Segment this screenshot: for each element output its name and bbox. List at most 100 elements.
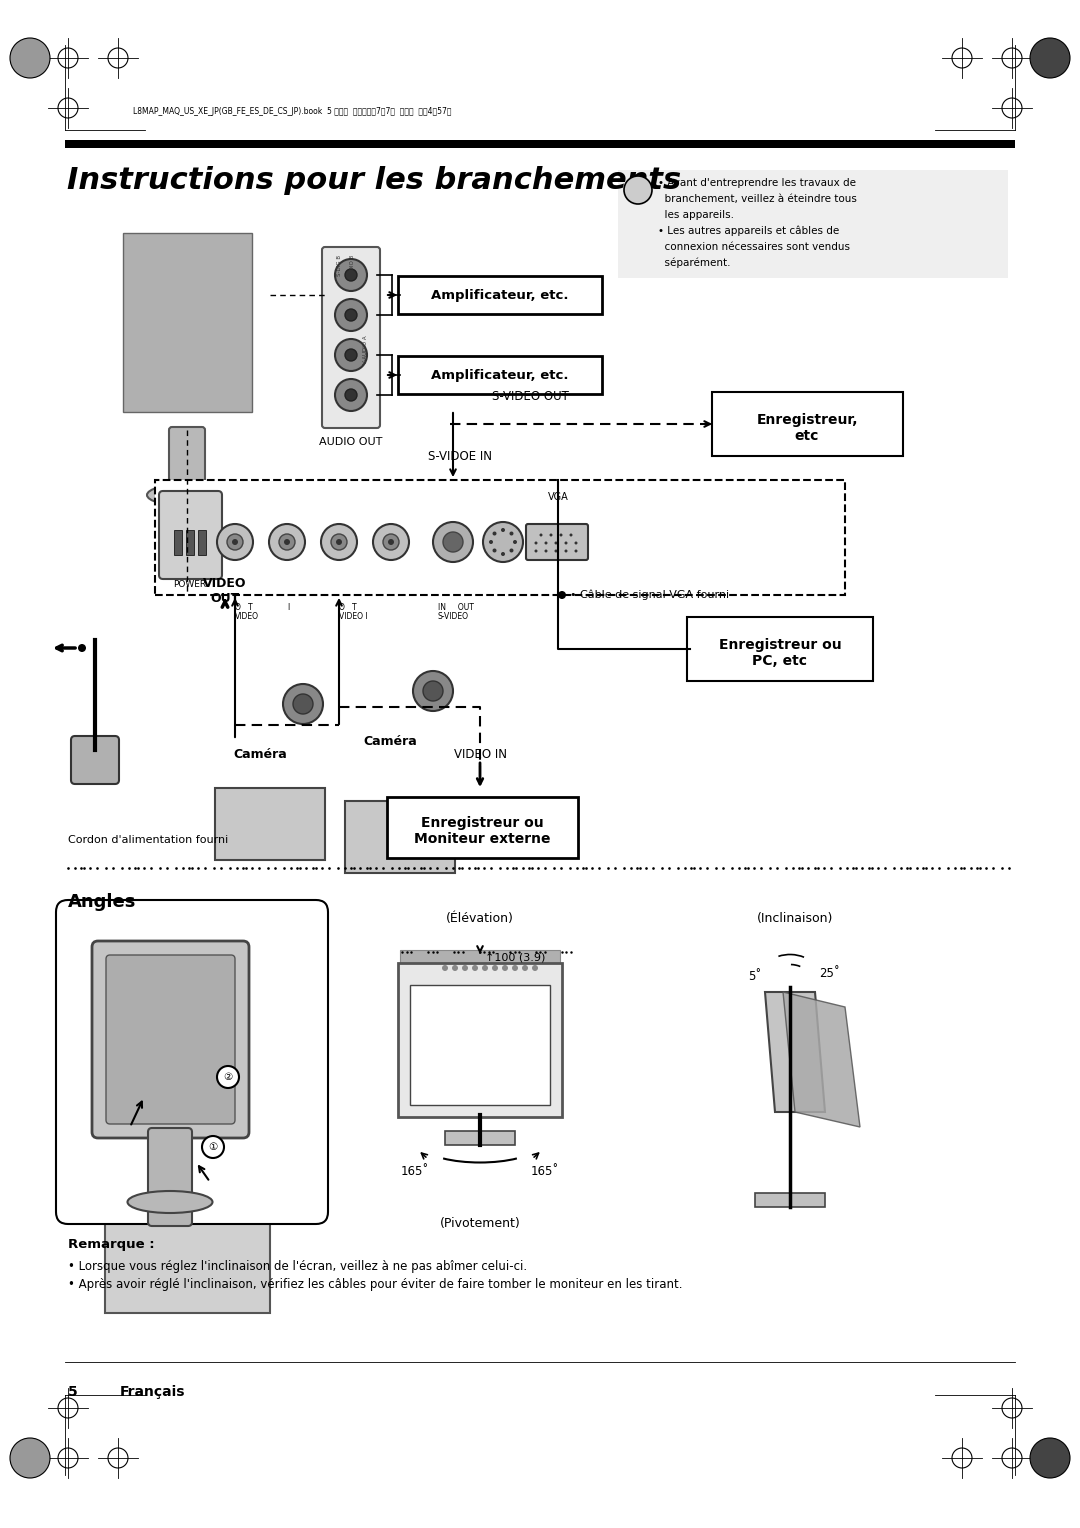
Circle shape [202,1135,224,1158]
Circle shape [373,524,409,559]
Text: Cordon d'alimentation fourni: Cordon d'alimentation fourni [68,834,228,845]
Circle shape [284,539,291,545]
Text: Remarque :: Remarque : [68,1238,154,1251]
Circle shape [10,38,50,78]
Bar [400,950,561,966]
Circle shape [330,533,347,550]
Circle shape [510,549,513,553]
Text: S-VIDEO OUT: S-VIDEO OUT [491,390,568,403]
Circle shape [293,694,313,714]
Text: ↑100 (3.9): ↑100 (3.9) [485,953,545,963]
Text: Caméra: Caméra [233,749,287,761]
Circle shape [522,966,528,970]
Text: AUDIO OUT: AUDIO OUT [320,437,382,448]
Circle shape [550,533,553,536]
Circle shape [544,550,548,553]
Circle shape [513,539,517,544]
Text: ②: ② [224,1073,232,1082]
Circle shape [442,966,448,970]
FancyBboxPatch shape [168,426,205,487]
Bar [174,530,183,555]
FancyBboxPatch shape [156,480,845,594]
Circle shape [492,549,497,553]
Text: VIDEO
OUT: VIDEO OUT [203,578,246,605]
Text: séparément.: séparément. [658,258,730,269]
Circle shape [501,552,505,556]
Circle shape [559,533,563,536]
Circle shape [232,539,238,545]
Circle shape [482,966,488,970]
Text: Enregistreur ou
PC, etc: Enregistreur ou PC, etc [718,637,841,668]
Circle shape [535,541,538,544]
Circle shape [413,671,453,711]
Circle shape [565,541,567,544]
Text: O   T: O T [235,604,253,613]
Circle shape [336,539,342,545]
FancyBboxPatch shape [56,900,328,1224]
Circle shape [383,533,399,550]
Circle shape [78,643,86,652]
FancyBboxPatch shape [399,963,562,1117]
Circle shape [279,533,295,550]
Circle shape [283,685,323,724]
Text: V-AUDIO A: V-AUDIO A [363,335,368,364]
Polygon shape [345,801,455,872]
Text: ①: ① [208,1141,218,1152]
FancyBboxPatch shape [387,798,578,859]
Circle shape [217,1067,239,1088]
Circle shape [554,541,557,544]
Circle shape [335,299,367,332]
Text: • Avant d'entreprendre les travaux de: • Avant d'entreprendre les travaux de [658,177,856,188]
Ellipse shape [127,1190,213,1213]
Circle shape [544,541,548,544]
Circle shape [335,379,367,411]
Text: 25˚: 25˚ [820,967,840,979]
Text: VGA: VGA [548,492,568,503]
Text: I: I [287,604,289,613]
Text: • Après avoir réglé l'inclinaison, vérifiez les câbles pour éviter de faire tomb: • Après avoir réglé l'inclinaison, vérif… [68,1277,683,1291]
Text: branchement, veillez à éteindre tous: branchement, veillez à éteindre tous [658,194,856,205]
Polygon shape [783,992,860,1128]
Circle shape [501,529,505,532]
Circle shape [575,541,578,544]
Circle shape [443,532,463,552]
Text: Amplificateur, etc.: Amplificateur, etc. [431,368,569,382]
Circle shape [453,966,458,970]
FancyBboxPatch shape [399,277,602,313]
Text: (Pivotement): (Pivotement) [440,1216,521,1230]
Circle shape [624,176,652,205]
Text: IN     OUT: IN OUT [438,604,474,613]
Circle shape [565,550,567,553]
FancyBboxPatch shape [399,356,602,394]
Polygon shape [765,992,825,1112]
Bar [186,530,194,555]
Bar [618,170,1008,278]
Bar [123,232,252,413]
Circle shape [345,309,357,321]
Text: 5: 5 [68,1384,78,1400]
Text: 165˚: 165˚ [401,1164,429,1178]
Circle shape [510,532,513,535]
Text: les appareils.: les appareils. [658,209,734,220]
Bar [755,1193,825,1207]
Text: Amplificateur, etc.: Amplificateur, etc. [431,289,569,301]
Text: O   T: O T [339,604,356,613]
Circle shape [345,390,357,400]
Circle shape [502,966,508,970]
Bar [445,1131,515,1144]
Text: (Inclinaison): (Inclinaison) [757,912,833,924]
Text: L8MAP_MAQ_US_XE_JP(GB_FE_ES_DE_CS_JP).book  5 ページ  ２００９年7月7日  火曜日  午後4時57分: L8MAP_MAQ_US_XE_JP(GB_FE_ES_DE_CS_JP).bo… [133,107,451,116]
Circle shape [512,966,518,970]
Circle shape [492,532,497,535]
Text: Instructions pour les branchements: Instructions pour les branchements [67,167,681,196]
Circle shape [217,524,253,559]
Circle shape [345,348,357,361]
Circle shape [1030,1438,1070,1478]
FancyBboxPatch shape [712,393,903,455]
Circle shape [321,524,357,559]
Circle shape [489,539,492,544]
Circle shape [227,533,243,550]
Circle shape [483,523,523,562]
Text: connexion nécessaires sont vendus: connexion nécessaires sont vendus [658,241,850,252]
Text: VIDEO IN: VIDEO IN [454,749,507,761]
